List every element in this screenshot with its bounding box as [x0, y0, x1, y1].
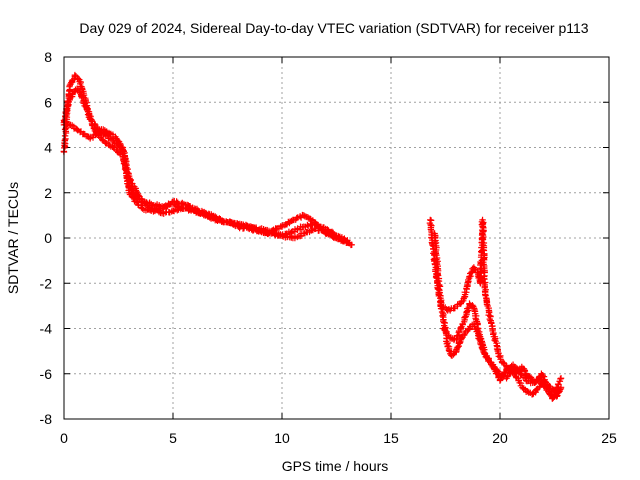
x-tick-label: 0 — [60, 430, 68, 446]
plot-frame — [63, 56, 610, 420]
y-tick-label: 8 — [44, 49, 52, 65]
y-tick-label: 2 — [44, 185, 52, 201]
data-series — [60, 71, 565, 402]
y-tick-label: 0 — [44, 230, 52, 246]
grid-lines — [64, 57, 609, 419]
series-trace-markers — [60, 73, 355, 249]
x-tick-label: 20 — [492, 430, 508, 446]
x-tick-label: 10 — [274, 430, 290, 446]
y-tick-label: -8 — [40, 411, 53, 427]
tick-labels: 0 5 10 15 20 25 -8 -6 -4 -2 0 2 4 6 8 — [40, 49, 617, 446]
x-tick-label: 5 — [169, 430, 177, 446]
y-tick-label: 6 — [44, 94, 52, 110]
series-trace-markers — [61, 118, 350, 246]
data-point — [139, 205, 146, 212]
series-trace-3 — [60, 117, 351, 246]
series-trace-markers — [60, 86, 349, 244]
x-tick-label: 15 — [383, 430, 399, 446]
chart-title: Day 029 of 2024, Sidereal Day-to-day VTE… — [79, 20, 588, 36]
y-axis-label: SDTVAR / TECUs — [5, 182, 21, 294]
y-tick-label: 4 — [44, 140, 52, 156]
series-trace-6 — [440, 300, 563, 402]
data-point — [86, 114, 94, 122]
x-tick-label: 25 — [601, 430, 617, 446]
series-trace-markers — [441, 301, 561, 402]
series-trace-2 — [60, 85, 351, 244]
series-trace-5 — [431, 216, 565, 396]
y-tick-label: -2 — [40, 275, 53, 291]
y-tick-label: -6 — [40, 366, 53, 382]
x-axis-label: GPS time / hours — [282, 458, 389, 474]
y-tick-label: -4 — [40, 321, 53, 337]
data-point — [557, 375, 565, 382]
